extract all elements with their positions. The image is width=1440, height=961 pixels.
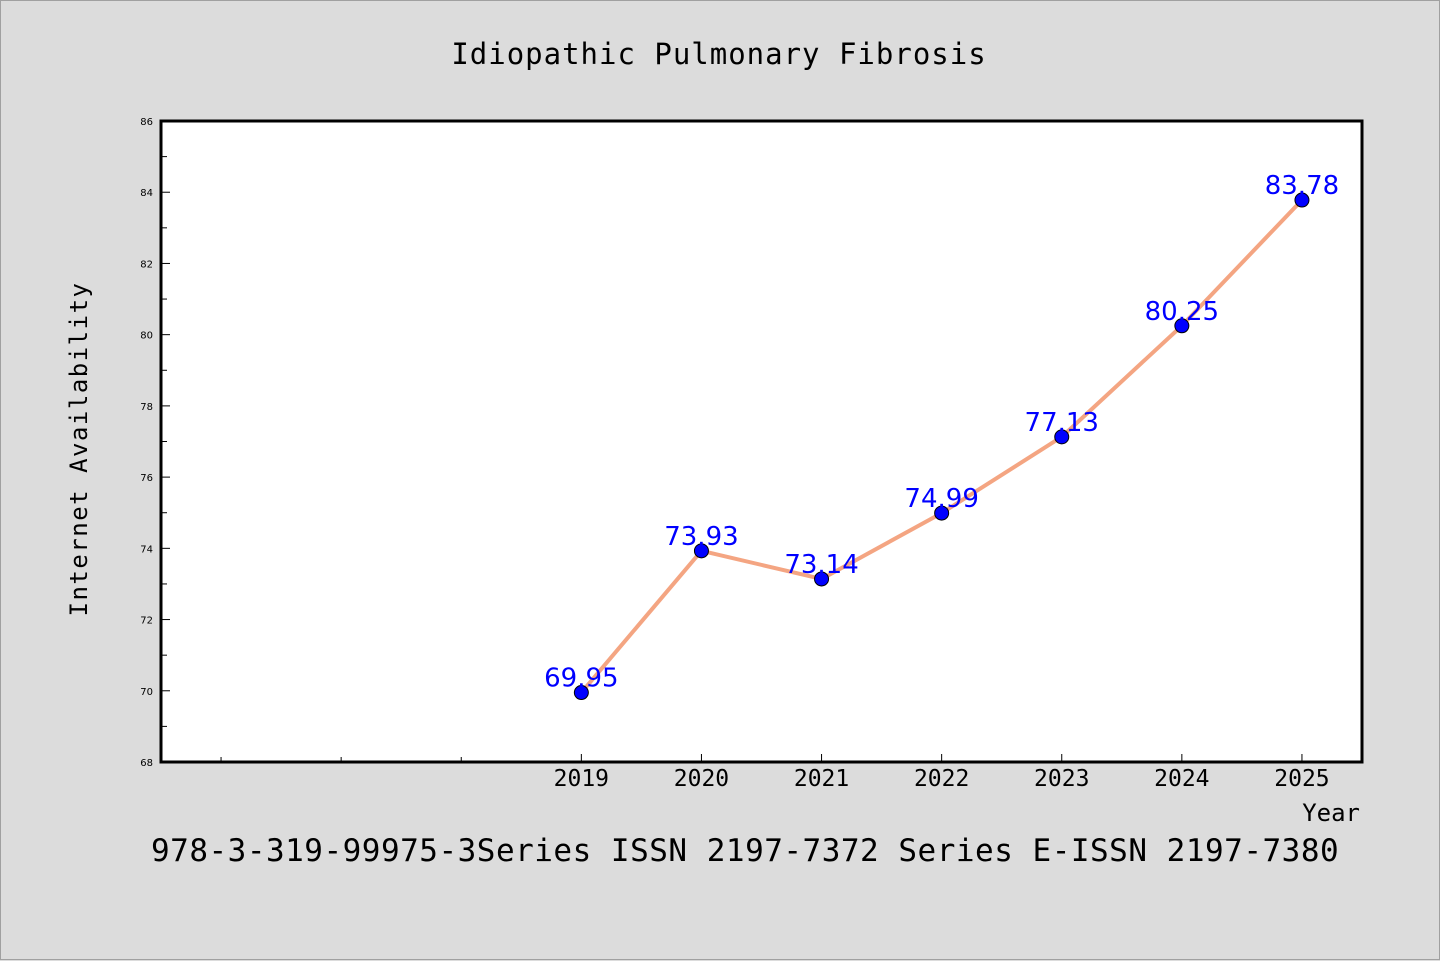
data-label: 73.14: [784, 550, 858, 580]
data-point: [814, 571, 830, 587]
x-tick-label: 2021: [794, 766, 849, 792]
plot-area: [159, 119, 1364, 764]
data-label: 73.93: [664, 522, 738, 552]
data-label: 77.13: [1025, 408, 1099, 438]
x-axis: 2019 2020 2021 2022 2023 2024 2025: [220, 754, 1330, 792]
chart-title: Idiopathic Pulmonary Fibrosis: [451, 37, 986, 71]
y-tick-label: 70: [140, 687, 153, 698]
data-series: [573, 192, 1310, 701]
y-tick-label: 80: [140, 331, 153, 342]
data-point: [693, 543, 709, 559]
data-point: [1294, 192, 1310, 208]
x-tick-label: 2025: [1274, 766, 1329, 792]
y-axis-label: Internet Availability: [65, 282, 93, 617]
data-labels: 69.95 73.93 73.14 74.99 77.13 80.25 83.78: [544, 171, 1339, 694]
y-tick-label: 84: [140, 188, 153, 199]
x-tick-label: 2023: [1034, 766, 1089, 792]
data-label: 83.78: [1265, 171, 1339, 201]
data-point: [934, 505, 950, 521]
y-tick-label: 78: [140, 402, 153, 413]
x-axis-label: Year: [1302, 799, 1360, 827]
y-tick-label: 82: [140, 259, 153, 270]
x-tick-label: 2024: [1154, 766, 1209, 792]
data-label: 80.25: [1145, 297, 1219, 327]
y-tick-label: 74: [140, 544, 153, 555]
y-tick-label: 86: [140, 117, 153, 128]
data-point: [1054, 429, 1070, 445]
x-tick-label: 2022: [914, 766, 969, 792]
y-tick-label: 76: [140, 473, 153, 484]
data-label: 74.99: [904, 484, 978, 514]
footer-isbn-text: 978-3-319-99975-3Series ISSN 2197-7372 S…: [151, 833, 1340, 869]
x-tick-label: 2019: [554, 766, 609, 792]
y-tick-label: 72: [140, 616, 153, 627]
data-label: 69.95: [544, 664, 618, 694]
data-point: [1174, 318, 1190, 334]
data-point: [573, 685, 589, 701]
x-tick-label: 2020: [674, 766, 729, 792]
y-tick-label: 68: [140, 758, 153, 769]
y-axis: 68 70 72 74 76 78 80 82 84 86: [140, 117, 170, 769]
